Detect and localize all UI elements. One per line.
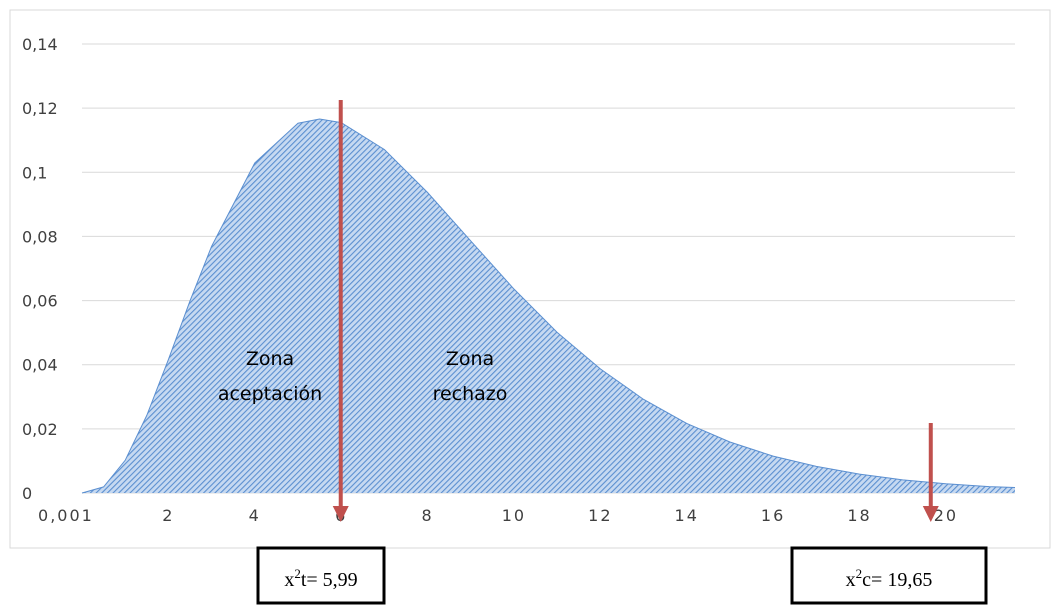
area-fill — [82, 119, 1015, 493]
marker-label-sup: 2 — [856, 566, 863, 581]
y-tick-label: 0,06 — [22, 292, 58, 311]
marker-label: x2c= 19,65 — [846, 566, 933, 591]
x-tick-label: 0,001 — [38, 506, 94, 525]
marker-label-rest: t= 5,99 — [301, 569, 358, 591]
marker-label: x2t= 5,99 — [284, 566, 357, 591]
annotation: Zona — [446, 348, 494, 370]
x-tick-label: 14 — [675, 506, 699, 525]
x-tick-label: 20 — [934, 506, 958, 525]
label-box — [790, 546, 988, 605]
label-box — [256, 546, 386, 605]
marker-label-base: x — [846, 569, 856, 591]
x-tick-label: 18 — [847, 506, 871, 525]
annotation: Zona — [246, 348, 294, 370]
x-tick-label: 4 — [249, 506, 261, 525]
x-tick-label: 12 — [588, 506, 612, 525]
marker-label-sup: 2 — [294, 566, 301, 581]
y-tick-label: 0 — [22, 484, 32, 503]
marker-arrow-head — [922, 506, 939, 522]
y-tick-label: 0,08 — [22, 227, 58, 246]
y-tick-label: 0,1 — [22, 163, 47, 182]
annotation: rechazo — [433, 383, 508, 405]
marker-label-rest: c= 19,65 — [862, 569, 932, 591]
marker-label-base: x — [284, 569, 294, 591]
y-tick-label: 0,14 — [22, 35, 58, 54]
area-line — [81, 118, 1016, 494]
y-tick-label: 0,04 — [22, 356, 58, 375]
y-tick-label: 0,12 — [22, 99, 58, 118]
marker-arrow-head — [332, 506, 349, 522]
x-tick-label: 16 — [761, 506, 785, 525]
chart-frame — [9, 9, 1051, 549]
x-tick-label: 10 — [502, 506, 526, 525]
x-tick-label: 2 — [162, 506, 174, 525]
y-tick-label: 0,02 — [22, 420, 58, 439]
annotation: aceptación — [218, 383, 322, 405]
x-tick-label: 8 — [421, 506, 433, 525]
